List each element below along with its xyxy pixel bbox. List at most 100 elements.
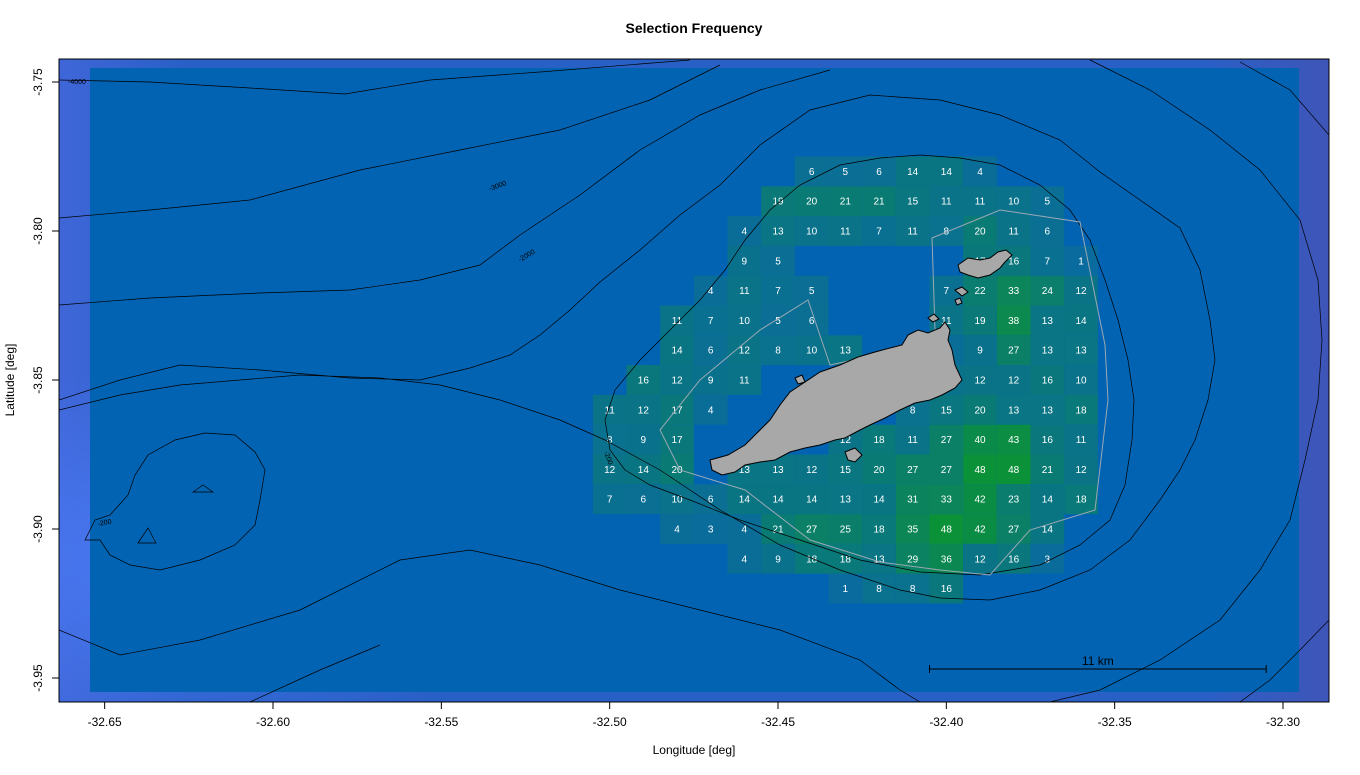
frequency-cell (794, 216, 829, 246)
frequency-cell (794, 275, 829, 306)
frequency-cell (963, 543, 997, 574)
frequency-cell-label: 13 (772, 227, 784, 238)
frequency-cell (895, 186, 930, 217)
frequency-cell (862, 156, 896, 187)
frequency-cell (929, 216, 964, 246)
frequency-cell-label: 18 (1075, 405, 1087, 416)
x-axis: -32.65 -32.60 -32.55 -32.50 -32.45 -32.40 -32.… (88, 701, 1300, 729)
frequency-cell-label: 27 (907, 465, 919, 476)
x-tick-label: -32.50 (593, 715, 627, 729)
frequency-cell (895, 484, 930, 515)
frequency-cell-label: 4 (742, 554, 748, 565)
frequency-cell (1030, 454, 1065, 485)
frequency-cell (1030, 245, 1065, 276)
frequency-cell (693, 335, 728, 366)
frequency-cell (929, 484, 964, 515)
frequency-cell-label: 1 (1078, 256, 1084, 267)
frequency-cell-label: 11 (907, 435, 918, 446)
frequency-cell (862, 216, 896, 246)
frequency-cell (963, 514, 997, 544)
frequency-cell (963, 275, 997, 306)
frequency-cell-label: 15 (941, 405, 953, 416)
frequency-cell-label: 12 (974, 554, 986, 565)
frequency-cell (794, 335, 829, 366)
frequency-cell (996, 186, 1031, 217)
frequency-cell (963, 305, 997, 336)
frequency-cell (963, 484, 997, 515)
frequency-cell (996, 335, 1031, 366)
frequency-cell (996, 514, 1031, 544)
frequency-cell-label: 16 (941, 584, 953, 595)
frequency-cell-label: 24 (1042, 286, 1054, 297)
frequency-cell (660, 394, 694, 425)
frequency-cell-label: 13 (873, 554, 885, 565)
islet (957, 249, 1013, 279)
frequency-cell-label: 14 (806, 495, 818, 506)
contour-line (1239, 61, 1329, 136)
frequency-cell-label: 12 (739, 346, 751, 357)
frequency-cell-label: 11 (941, 197, 952, 208)
frequency-cell (1064, 394, 1098, 425)
frequency-cell (794, 514, 829, 544)
frequency-cell-label: 10 (739, 316, 751, 327)
frequency-cell (794, 186, 829, 217)
frequency-cell-label: 20 (806, 197, 818, 208)
frequency-cell-label: 11 (907, 227, 918, 238)
frequency-cell-label: 12 (1008, 376, 1020, 387)
frequency-cell (727, 245, 762, 276)
y-tick-label: -3.85 (31, 366, 45, 394)
frequency-cell (1030, 275, 1065, 306)
frequency-cell-label: 13 (1042, 405, 1054, 416)
frequency-cell (996, 275, 1031, 306)
frequency-cell (660, 454, 694, 485)
y-tick-label: -3.80 (31, 217, 45, 245)
frequency-cell-label: 11 (1076, 435, 1087, 446)
frequency-cell (929, 514, 964, 544)
frequency-cell (963, 394, 997, 425)
frequency-cell-label: 20 (671, 465, 683, 476)
frequency-cell (1030, 484, 1065, 515)
frequency-cell-label: 11 (739, 376, 750, 387)
frequency-cell (895, 514, 930, 544)
frequency-cell-label: 9 (775, 554, 781, 565)
frequency-cell-label: 14 (772, 495, 784, 506)
frequency-cell-label: 12 (1075, 465, 1087, 476)
frequency-cell-label: 1 (843, 584, 849, 595)
frequency-cell-label: 17 (671, 405, 683, 416)
frequency-cell-label: 14 (1042, 525, 1054, 536)
frequency-cell-label: 4 (674, 525, 680, 536)
frequency-cell-label: 5 (775, 256, 781, 267)
frequency-cell-label: 42 (974, 495, 986, 506)
frequency-cell (862, 573, 896, 604)
frequency-cell-label: 48 (1008, 465, 1020, 476)
frequency-cell (828, 573, 863, 604)
frequency-cell-label: 4 (708, 405, 714, 416)
frequency-cell-label: 14 (671, 346, 683, 357)
frequency-cell-label: 7 (1045, 256, 1051, 267)
frequency-cell-label: 8 (607, 435, 613, 446)
frequency-cell (1064, 424, 1098, 455)
contour-line (59, 59, 691, 95)
frequency-cell-label: 18 (806, 554, 818, 565)
frequency-cell (963, 216, 997, 246)
frequency-cell (862, 454, 896, 485)
contour-label: -200 (97, 519, 112, 528)
frequency-cell-label: 21 (840, 197, 852, 208)
frequency-cell (996, 365, 1031, 395)
frequency-cell-label: 12 (840, 435, 852, 446)
island-group (709, 249, 1013, 476)
y-axis-label: Latitude [deg] (3, 343, 17, 417)
frequency-cell (929, 454, 964, 485)
frequency-cell (1030, 335, 1065, 366)
frequency-cell-label: 9 (977, 346, 983, 357)
frequency-cell-label: 15 (840, 465, 852, 476)
frequency-cell (895, 424, 930, 455)
frequency-cell-label: 27 (806, 525, 818, 536)
frequency-cell-label: 27 (941, 435, 953, 446)
frequency-cell (963, 454, 997, 485)
frequency-cell (895, 454, 930, 485)
frequency-cell-label: 6 (876, 167, 882, 178)
frequency-cell-label: 18 (873, 525, 885, 536)
contour-label: -200 (602, 450, 613, 466)
